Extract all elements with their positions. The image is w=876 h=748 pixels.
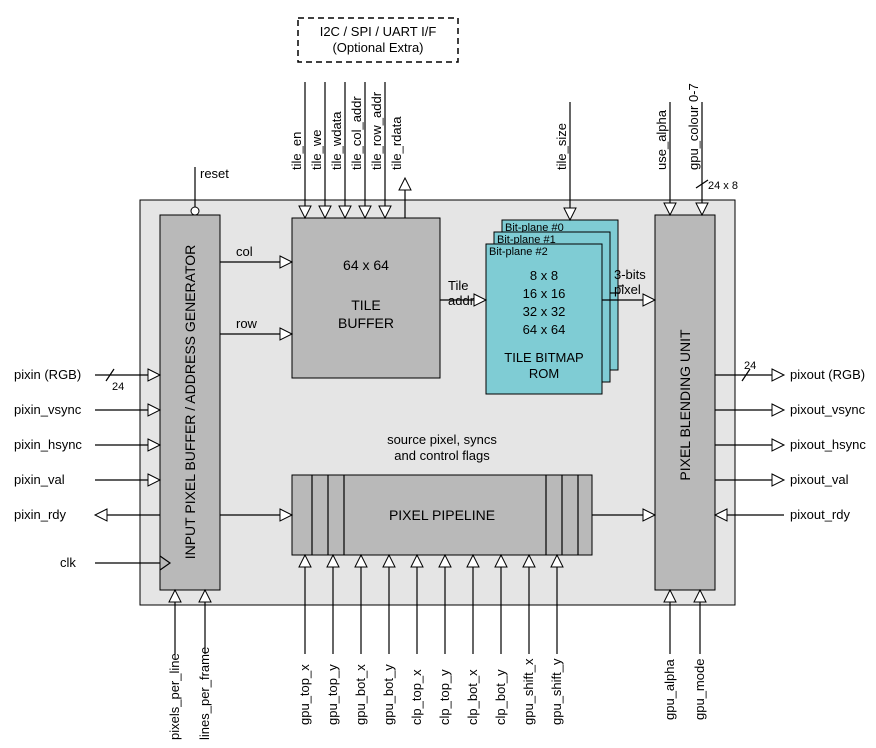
pixin-hsync-label: pixin_hsync xyxy=(14,437,82,452)
bottom-mid-4: clp_top_x xyxy=(409,669,424,725)
pixin-rgb-bus: 24 xyxy=(112,381,124,393)
bottom-mid-5: clp_top_y xyxy=(437,669,452,725)
bottom-mid-6: clp_bot_x xyxy=(465,669,480,725)
rom-size-0: 8 x 8 xyxy=(530,268,558,283)
bottom-mid-3: gpu_bot_y xyxy=(381,664,396,725)
optional-line2: (Optional Extra) xyxy=(332,40,423,55)
reset-neg-icon xyxy=(191,207,199,215)
tile-buffer-size: 64 x 64 xyxy=(343,257,389,273)
gpu-alpha-label: gpu_alpha xyxy=(662,659,677,720)
tile-en-label: tile_en xyxy=(289,132,304,170)
bottom-mid-1: gpu_top_y xyxy=(325,664,340,725)
bottom-mid-0: gpu_top_x xyxy=(297,664,312,725)
top-tile-signals: tile_en tile_we tile_wdata tile_col_addr… xyxy=(289,82,411,218)
rom-size-2: 32 x 32 xyxy=(523,304,566,319)
lpf-label: lines_per_frame xyxy=(197,647,212,740)
ppl-label: pixels_per_line xyxy=(167,653,182,740)
pixel-pipeline-title: PIXEL PIPELINE xyxy=(389,507,495,523)
gpu-colour-label: gpu_colour 0-7 xyxy=(686,83,701,170)
pixout-rgb-label: pixout (RGB) xyxy=(790,367,865,382)
pixout-val-label: pixout_val xyxy=(790,472,849,487)
tile-rdata-label: tile_rdata xyxy=(389,116,404,170)
pipeline-caption2: and control flags xyxy=(394,448,490,463)
right-signals: 24 pixout (RGB) pixout_vsync pixout_hsyn… xyxy=(715,360,866,522)
use-alpha-label: use_alpha xyxy=(654,109,669,170)
pixin-vsync-label: pixin_vsync xyxy=(14,402,82,417)
bits-l2: pixel xyxy=(614,282,641,297)
gpu-mode-label: gpu_mode xyxy=(692,659,707,720)
pixout-rdy-label: pixout_rdy xyxy=(790,507,850,522)
tile-size-label: tile_size xyxy=(554,123,569,170)
input-buffer-title: INPUT PIXEL BUFFER / ADDRESS GENERATOR xyxy=(182,245,198,560)
pixout-hsync-label: pixout_hsync xyxy=(790,437,866,452)
bottom-left-signals: pixels_per_line lines_per_frame xyxy=(167,590,212,740)
tile-buffer-title1: TILE xyxy=(351,297,381,313)
rom-size-1: 16 x 16 xyxy=(523,286,566,301)
pixin-rgb-label: pixin (RGB) xyxy=(14,367,81,382)
block-diagram: I2C / SPI / UART I/F (Optional Extra) IN… xyxy=(0,0,876,748)
reset-label: reset xyxy=(200,166,229,181)
rom-title2: ROM xyxy=(529,366,559,381)
pixout-vsync-label: pixout_vsync xyxy=(790,402,866,417)
pixin-rdy-label: pixin_rdy xyxy=(14,507,67,522)
bottom-mid-2: gpu_bot_x xyxy=(353,664,368,725)
row-label: row xyxy=(236,316,258,331)
tile-addr-l2: addr xyxy=(448,293,475,308)
optional-line1: I2C / SPI / UART I/F xyxy=(320,24,437,39)
tile-buffer-title2: BUFFER xyxy=(338,315,394,331)
pixin-val-label: pixin_val xyxy=(14,472,65,487)
pixout-rgb-bus: 24 xyxy=(744,360,756,372)
col-label: col xyxy=(236,244,253,259)
pipeline-caption1: source pixel, syncs xyxy=(387,432,497,447)
rom-size-3: 64 x 64 xyxy=(523,322,566,337)
bottom-mid-9: gpu_shift_y xyxy=(549,658,564,725)
bitplane-2-label: Bit-plane #2 xyxy=(489,246,548,258)
bits-l1: 3-bits xyxy=(614,267,646,282)
clk-label: clk xyxy=(60,555,76,570)
pixel-blending-title: PIXEL BLENDING UNIT xyxy=(677,329,693,481)
tile-addr-l1: Tile xyxy=(448,278,468,293)
bottom-right-signals: gpu_alpha gpu_mode xyxy=(662,590,707,720)
bottom-mid-8: gpu_shift_x xyxy=(521,658,536,725)
tile-row-addr-label: tile_row_addr xyxy=(369,91,384,170)
tile-we-label: tile_we xyxy=(309,130,324,170)
rom-title1: TILE BITMAP xyxy=(504,350,583,365)
tile-wdata-label: tile_wdata xyxy=(329,111,344,170)
tile-col-addr-label: tile_col_addr xyxy=(349,96,364,170)
bottom-mid-7: clp_bot_y xyxy=(493,669,508,725)
gpu-colour-bus: 24 x 8 xyxy=(708,180,738,192)
